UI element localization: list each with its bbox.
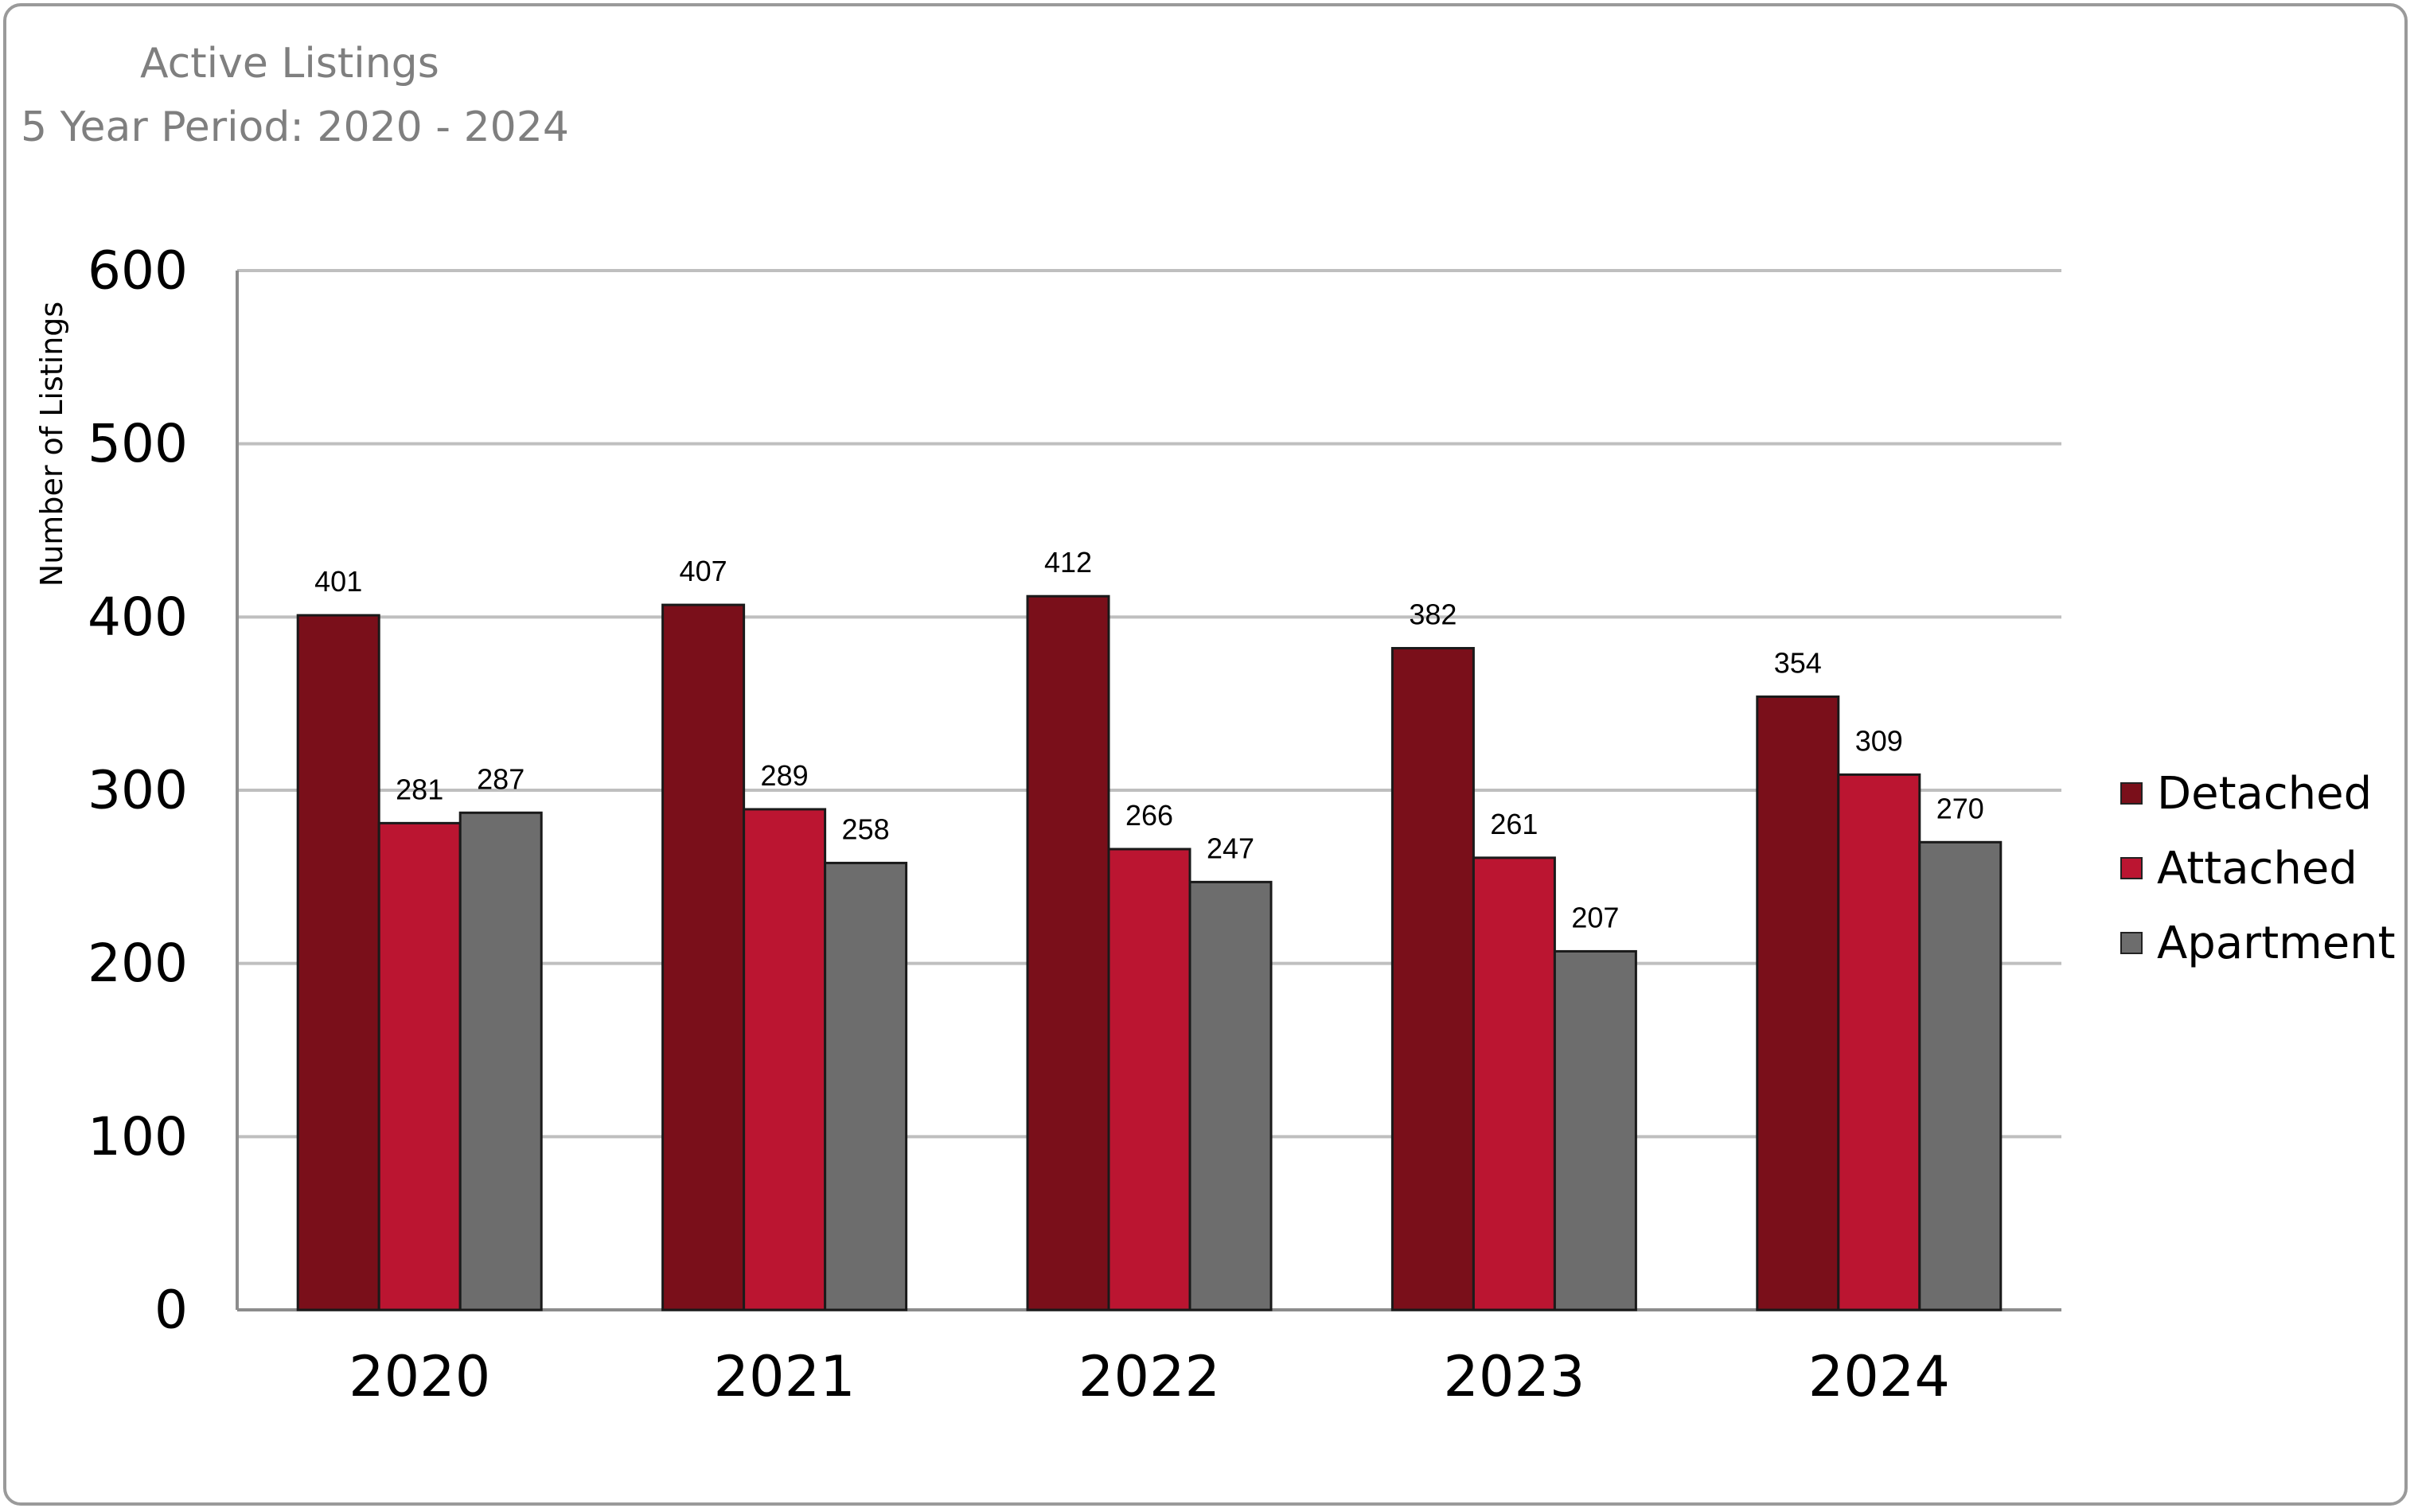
bar-detached-2024	[1756, 695, 1840, 1311]
chart-title: Active Listings	[140, 40, 439, 88]
y-tick-label: 600	[88, 240, 188, 302]
x-tick-label: 2022	[1078, 1344, 1220, 1409]
data-label: 309	[1855, 724, 1903, 757]
legend-item-apartment: Apartment	[2120, 906, 2396, 980]
legend-label-attached: Attached	[2157, 842, 2357, 894]
x-tick-label: 2020	[349, 1344, 490, 1409]
bar-detached-2022	[1026, 594, 1110, 1311]
legend-swatch-apartment	[2120, 932, 2143, 954]
bar-apartment-2020	[458, 811, 543, 1311]
y-tick-label: 100	[88, 1106, 188, 1167]
bar-attached-2021	[743, 808, 827, 1311]
data-label: 270	[1936, 792, 1984, 824]
data-label: 407	[680, 555, 727, 587]
bar-detached-2021	[661, 603, 746, 1311]
y-tick-label: 500	[88, 413, 188, 474]
bar-apartment-2024	[1918, 840, 2003, 1311]
bar-attached-2023	[1472, 856, 1556, 1311]
data-label: 266	[1125, 799, 1173, 832]
bar-attached-2024	[1837, 773, 1921, 1311]
bar-detached-2023	[1390, 647, 1475, 1311]
bar-apartment-2022	[1188, 880, 1273, 1311]
x-tick-label: 2024	[1808, 1344, 1950, 1409]
bar-apartment-2023	[1553, 949, 1637, 1311]
bar-attached-2022	[1107, 848, 1191, 1311]
data-label: 382	[1409, 598, 1457, 631]
legend-label-apartment: Apartment	[2157, 917, 2396, 969]
chart-legend: Detached Attached Apartment	[2120, 756, 2396, 980]
data-label: 207	[1571, 901, 1619, 933]
chart-subtitle: 5 Year Period: 2020 - 2024	[21, 103, 569, 151]
data-label: 258	[842, 813, 890, 845]
data-label: 287	[477, 762, 525, 795]
data-label: 261	[1490, 808, 1538, 840]
legend-label-detached: Detached	[2157, 767, 2373, 820]
bar-detached-2020	[296, 614, 380, 1311]
data-label: 281	[396, 773, 443, 805]
x-tick-label: 2021	[714, 1344, 856, 1409]
data-label: 401	[314, 565, 362, 598]
y-axis-title: Number of Listings	[34, 302, 69, 586]
legend-swatch-detached	[2120, 782, 2143, 805]
legend-swatch-attached	[2120, 857, 2143, 879]
bar-attached-2020	[377, 821, 462, 1311]
data-label: 354	[1774, 646, 1822, 679]
data-label: 289	[761, 759, 809, 792]
y-tick-label: 400	[88, 586, 188, 648]
x-tick-label: 2023	[1443, 1344, 1585, 1409]
legend-item-detached: Detached	[2120, 756, 2396, 831]
y-tick-label: 300	[88, 760, 188, 821]
y-tick-label: 200	[88, 933, 188, 994]
data-label: 412	[1044, 546, 1092, 579]
data-label: 247	[1207, 832, 1254, 864]
y-tick-label: 0	[154, 1280, 188, 1341]
bar-apartment-2021	[824, 861, 908, 1311]
legend-item-attached: Attached	[2120, 831, 2396, 906]
